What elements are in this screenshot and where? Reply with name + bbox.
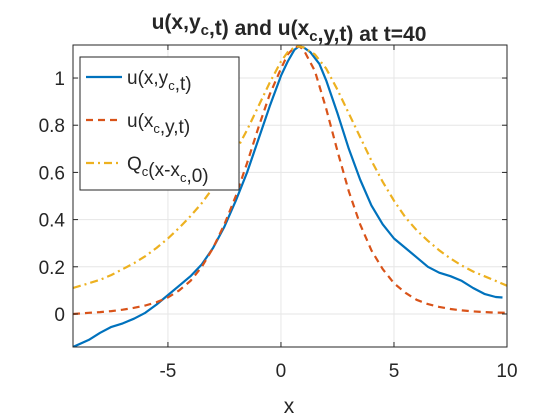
y-tick-label: 0.4 — [39, 211, 66, 232]
tick-labels: -5 0 5 10 0 0.2 0.4 0.6 0.8 1 — [39, 69, 518, 382]
series-line-1 — [73, 45, 503, 347]
x-axis-label: x — [284, 395, 295, 418]
x-tick-label: -5 — [159, 361, 176, 382]
series-group — [73, 45, 507, 347]
chart-title: u(x,yc,t) and u(xc,y,t) at t=40 — [152, 11, 427, 46]
y-tick-label: 0.6 — [39, 163, 65, 184]
x-tick-label: 5 — [389, 361, 400, 382]
y-tick-label: 1 — [54, 69, 65, 90]
tick-marks — [73, 45, 508, 347]
axes-box — [72, 44, 508, 348]
legend-box — [79, 56, 240, 191]
legend-label-1: u(x,yc,t) — [127, 68, 192, 95]
x-tick-label: 10 — [496, 361, 517, 382]
x-tick-label: 0 — [276, 361, 287, 382]
y-tick-label: 0.8 — [39, 116, 65, 137]
series-line-2 — [73, 45, 507, 316]
y-tick-label: 0 — [54, 305, 65, 326]
legend: u(x,yc,t) u(xc,y,t) Qc(x-xc,0) — [79, 56, 240, 191]
legend-label-3: Qc(x-xc,0) — [127, 154, 209, 187]
legend-label-2: u(xc,y,t) — [127, 111, 190, 138]
y-tick-label: 0.2 — [39, 258, 65, 279]
